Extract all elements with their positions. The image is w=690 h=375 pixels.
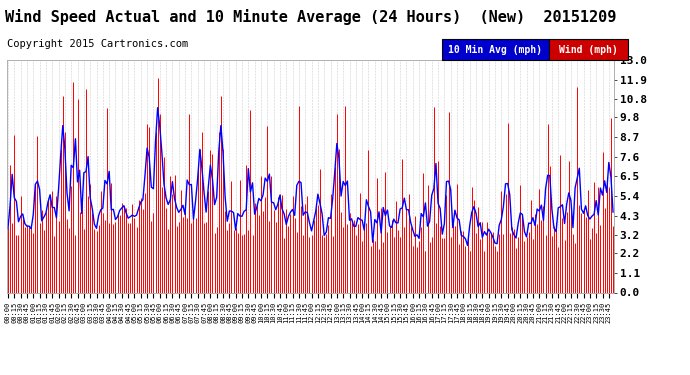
Text: Wind Speed Actual and 10 Minute Average (24 Hours)  (New)  20151209: Wind Speed Actual and 10 Minute Average … — [5, 9, 616, 26]
Text: Copyright 2015 Cartronics.com: Copyright 2015 Cartronics.com — [7, 39, 188, 50]
Text: Wind (mph): Wind (mph) — [559, 45, 618, 55]
Text: 10 Min Avg (mph): 10 Min Avg (mph) — [448, 45, 542, 55]
